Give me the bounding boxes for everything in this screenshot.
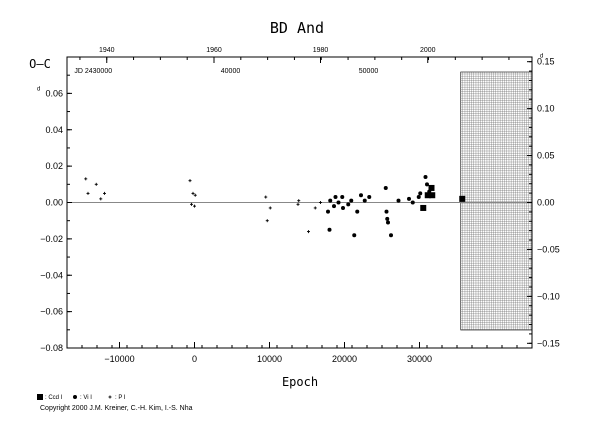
left-axis: −0.08 −0.06 −0.04 −0.02 0.00 0.02 0.04 0.06 d	[37, 56, 72, 353]
data-point-pi	[319, 201, 322, 204]
data-point-vi	[384, 209, 389, 214]
data-point-ccd	[424, 192, 431, 199]
data-point-pi	[99, 197, 103, 201]
data-point-pi	[86, 191, 90, 195]
data-point-vi	[362, 198, 367, 203]
data-point-vi	[326, 209, 330, 214]
data-point-pi	[265, 219, 269, 223]
x-tick-label: −10000	[104, 354, 134, 364]
data-point-vi	[341, 205, 345, 210]
data-point-vi	[407, 196, 411, 201]
right-tick-label: 0.15	[537, 57, 555, 67]
right-tick-label: −0.15	[537, 338, 560, 348]
legend-marker	[73, 395, 77, 399]
data-point-vi	[336, 200, 341, 205]
data-point-vi	[410, 200, 415, 205]
data-point-ccd	[429, 192, 436, 199]
data-point-pi	[307, 230, 310, 234]
data-point-pi	[296, 202, 300, 206]
top-year-label: 1960	[206, 47, 222, 54]
jd-label: 50000	[359, 68, 379, 75]
x-tick-label: 20000	[332, 354, 357, 364]
right-axis: −0.15 −0.10 −0.05 0.00 0.05 0.10 0.15d	[527, 54, 560, 348]
legend-label: : Vi I	[80, 395, 92, 401]
data-point-vi	[328, 198, 333, 203]
x-tick-label: 30000	[407, 354, 432, 364]
y-tick-label: 0.02	[45, 161, 63, 171]
data-point-pi	[264, 195, 268, 199]
data-point-pi	[193, 204, 196, 208]
data-point-pi	[188, 179, 192, 183]
prediction-hatch-zone	[460, 71, 533, 331]
top-year-label: 1940	[99, 47, 115, 54]
data-point-vi	[389, 233, 393, 238]
data-point-ccd	[459, 195, 466, 202]
jd-label: 40000	[221, 68, 241, 75]
data-point-vi	[367, 195, 372, 200]
data-point-pi	[103, 191, 106, 195]
data-point-vi	[383, 185, 388, 190]
data-point-pi	[94, 182, 98, 186]
data-point-ccd	[428, 184, 435, 191]
data-point-ccd	[420, 204, 427, 211]
legend-marker	[108, 395, 112, 399]
data-point-vi	[386, 220, 390, 225]
data-point-vi	[416, 195, 421, 200]
data-point-pi	[313, 206, 317, 210]
legend: : Ccd I : Vi I : P I	[37, 394, 126, 401]
x-tick-label: 0	[192, 354, 197, 364]
data-point-vi	[333, 195, 338, 200]
legend-label: : P I	[115, 395, 126, 401]
y-superscript: d	[37, 86, 40, 92]
data-point-vi	[396, 198, 401, 203]
right-tick-label: −0.10	[537, 291, 560, 301]
x-tick-label: 10000	[257, 354, 282, 364]
data-point-vi	[349, 198, 354, 203]
legend-label: : Ccd I	[45, 395, 63, 401]
data-point-vi	[352, 233, 357, 238]
chart-title: BD And	[270, 19, 324, 37]
data-point-pi	[297, 199, 301, 203]
data-point-vi	[423, 175, 428, 180]
data-point-vi	[346, 202, 351, 207]
x-axis-label: Epoch	[282, 375, 318, 389]
data-point-pi	[190, 202, 193, 206]
data-point-vi	[327, 227, 332, 232]
right-tick-label: −0.05	[537, 244, 560, 254]
right-tick-label: 0.05	[537, 151, 555, 161]
y-tick-label: −0.04	[40, 270, 63, 280]
hatch-background	[460, 71, 533, 331]
data-point-pi	[84, 177, 88, 181]
data-point-vi	[332, 204, 336, 209]
y-tick-label: −0.02	[40, 234, 63, 244]
bottom-axis: −10000 0 10000 20000 30000	[81, 342, 533, 364]
jd-label: JD 2430000	[74, 68, 112, 75]
data-point-vi	[359, 193, 363, 198]
right-tick-label: 0.00	[537, 198, 555, 208]
y-tick-label: 0.06	[45, 88, 63, 98]
right-superscript: d	[540, 54, 543, 60]
data-point-pi	[268, 206, 272, 210]
y-tick-label: 0.04	[45, 125, 63, 135]
data-point-vi	[355, 209, 360, 214]
y-tick-label: −0.08	[40, 343, 63, 353]
top-year-label: 2000	[420, 47, 436, 54]
top-year-label: 1980	[313, 47, 329, 54]
data-point-vi	[418, 191, 423, 196]
data-point-vi	[385, 216, 390, 221]
top-axis: 1940 1960 1980 2000 JD 2430000 40000 50000	[74, 47, 510, 75]
y-tick-label: −0.06	[40, 307, 63, 317]
data-point-vi	[427, 189, 432, 194]
data-point-pi	[193, 193, 197, 197]
right-tick-label: 0.10	[537, 104, 555, 114]
data-point-vi	[425, 182, 429, 187]
y-tick-label: 0.00	[45, 198, 63, 208]
data-point-pi	[191, 191, 195, 195]
legend-marker	[37, 394, 43, 400]
data-points	[84, 175, 466, 238]
copyright-notice: Copyright 2000 J.M. Kreiner, C.-H. Kim, …	[40, 405, 193, 412]
data-point-vi	[340, 195, 345, 200]
y-axis-label: O–C	[29, 57, 51, 71]
